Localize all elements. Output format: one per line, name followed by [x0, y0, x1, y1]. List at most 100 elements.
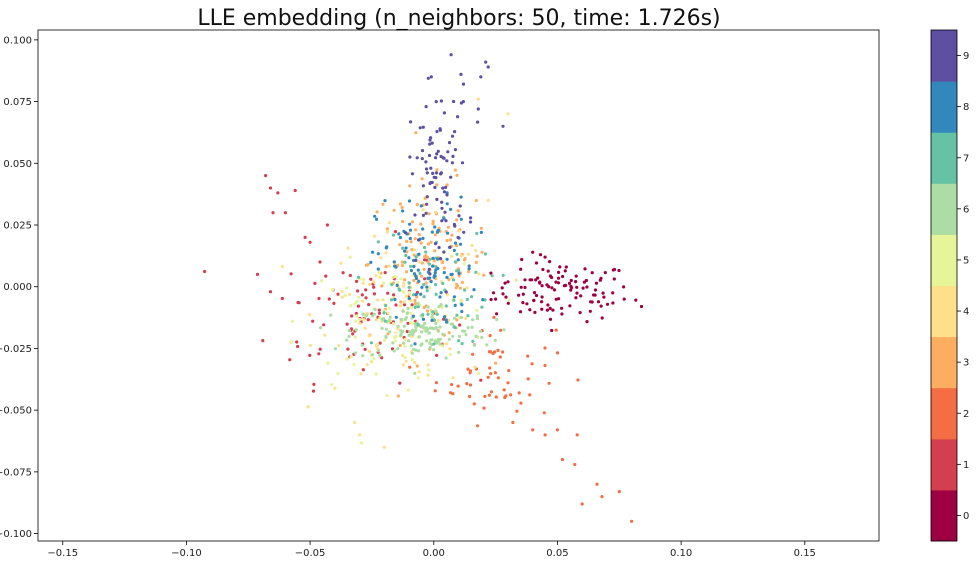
- point-digit-2: [506, 381, 510, 385]
- point-digit-0: [564, 265, 568, 269]
- point-digit-4: [445, 293, 450, 297]
- point-digit-8: [433, 225, 437, 229]
- point-digit-8: [445, 275, 449, 279]
- point-digit-9: [445, 193, 449, 197]
- point-digit-4: [385, 230, 390, 234]
- point-digit-6: [441, 332, 445, 336]
- point-digit-6: [459, 315, 463, 320]
- point-digit-1: [377, 311, 382, 315]
- point-digit-8: [453, 241, 458, 245]
- point-digit-4: [426, 363, 430, 367]
- point-digit-3: [415, 364, 419, 368]
- point-digit-3: [414, 228, 418, 232]
- point-digit-9: [421, 125, 425, 129]
- colorbar-tick-label: 3: [963, 358, 969, 369]
- point-digit-4: [358, 321, 362, 325]
- point-digit-1: [341, 271, 345, 275]
- point-digit-9: [442, 111, 446, 115]
- point-digit-3: [400, 264, 405, 268]
- point-digit-7: [501, 273, 505, 277]
- point-digit-1: [313, 281, 317, 285]
- point-digit-9: [450, 134, 455, 138]
- point-digit-8: [438, 295, 442, 299]
- point-digit-6: [388, 330, 392, 334]
- point-digit-6: [402, 341, 406, 345]
- point-digit-1: [458, 323, 462, 327]
- point-digit-6: [409, 344, 413, 348]
- point-digit-1: [377, 308, 381, 312]
- point-digit-8: [458, 242, 463, 246]
- point-digit-6: [471, 318, 475, 322]
- y-tick-label: 0.050: [3, 159, 32, 170]
- chart-title: LLE embedding (n_neighbors: 50, time: 1.…: [197, 6, 720, 31]
- point-digit-7: [490, 274, 494, 278]
- point-digit-3: [423, 196, 427, 200]
- point-digit-0: [603, 271, 607, 275]
- point-digit-8: [436, 266, 440, 271]
- point-digit-2: [600, 495, 604, 499]
- x-tick-label: 0.00: [423, 548, 445, 559]
- point-digit-9: [452, 99, 456, 104]
- point-digit-0: [596, 300, 601, 304]
- point-digit-8: [436, 257, 440, 261]
- point-digit-9: [435, 152, 439, 156]
- point-digit-4: [374, 318, 378, 322]
- point-digit-4: [465, 286, 469, 290]
- point-digit-9: [456, 235, 460, 240]
- point-digit-3: [423, 255, 427, 259]
- points-layer: [203, 53, 644, 523]
- point-digit-2: [408, 365, 412, 369]
- point-digit-6: [396, 324, 400, 329]
- point-digit-9: [453, 130, 457, 134]
- point-digit-5: [402, 290, 406, 294]
- point-digit-7: [435, 312, 439, 316]
- point-digit-2: [450, 383, 454, 387]
- point-digit-8: [442, 271, 446, 275]
- point-digit-3: [442, 266, 446, 270]
- point-digit-0: [528, 308, 532, 312]
- point-digit-9: [428, 138, 432, 142]
- point-digit-5: [291, 319, 295, 323]
- point-digit-3: [424, 281, 428, 285]
- point-digit-1: [364, 296, 368, 300]
- point-digit-3: [398, 343, 402, 348]
- point-digit-6: [399, 332, 403, 336]
- point-digit-6: [347, 329, 351, 333]
- point-digit-5: [475, 308, 479, 312]
- point-digit-7: [426, 312, 430, 316]
- point-digit-3: [408, 184, 412, 188]
- point-digit-6: [416, 301, 420, 305]
- point-digit-3: [412, 278, 416, 282]
- point-digit-3: [455, 173, 459, 177]
- point-digit-1: [345, 322, 349, 326]
- point-digit-9: [468, 220, 473, 224]
- point-digit-2: [531, 428, 535, 432]
- point-digit-8: [431, 256, 435, 260]
- point-digit-6: [434, 309, 438, 313]
- point-digit-1: [402, 303, 407, 307]
- point-digit-4: [457, 229, 461, 233]
- point-digit-6: [421, 324, 425, 328]
- point-digit-8: [417, 279, 421, 283]
- point-digit-2: [580, 502, 584, 506]
- point-digit-7: [457, 339, 461, 343]
- point-digit-3: [455, 218, 459, 222]
- point-digit-7: [453, 260, 457, 264]
- point-digit-2: [498, 355, 502, 359]
- point-digit-5: [375, 342, 380, 346]
- point-digit-8: [394, 315, 398, 319]
- point-digit-6: [360, 343, 364, 347]
- point-digit-5: [462, 262, 466, 266]
- point-digit-2: [575, 433, 579, 437]
- point-digit-1: [351, 332, 355, 336]
- point-digit-0: [581, 286, 585, 290]
- point-digit-3: [405, 239, 409, 243]
- point-digit-8: [479, 230, 483, 234]
- point-digit-0: [504, 295, 508, 299]
- point-digit-5: [377, 271, 381, 275]
- colorbar-tick-label: 5: [963, 255, 969, 266]
- point-digit-3: [446, 225, 450, 229]
- colorbar-segment: [931, 132, 957, 184]
- point-digit-1: [386, 291, 390, 295]
- point-digit-1: [392, 293, 396, 297]
